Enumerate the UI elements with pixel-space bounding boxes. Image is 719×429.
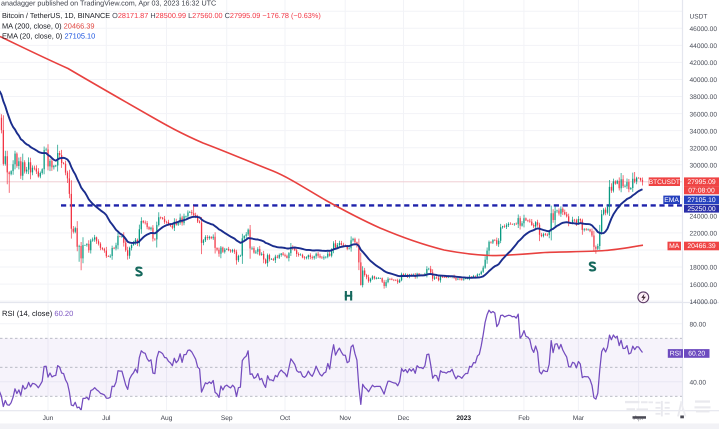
svg-text:24000.00: 24000.00 [690,214,718,221]
svg-text:USDT: USDT [690,14,708,21]
svg-text:Jul: Jul [102,415,111,422]
svg-text:30000.00: 30000.00 [690,162,718,169]
svg-text:RSI (14, close) 60.20: RSI (14, close) 60.20 [2,309,73,318]
svg-text:34000.00: 34000.00 [690,128,718,135]
svg-text:RSI: RSI [670,351,681,358]
svg-text:Dec: Dec [398,415,410,422]
svg-text:16000.00: 16000.00 [690,282,718,289]
svg-text:07:08:00: 07:08:00 [688,188,715,195]
svg-text:EMA (20, close, 0) 27105.10: EMA (20, close, 0) 27105.10 [2,31,95,40]
svg-text:Nov: Nov [339,415,351,422]
svg-text:EMA: EMA [664,197,679,204]
svg-text:40.00: 40.00 [690,380,707,387]
svg-text:20466.39: 20466.39 [687,243,716,250]
svg-text:Jun: Jun [43,415,54,422]
svg-text:Sep: Sep [221,415,233,422]
svg-text:Aug: Aug [161,415,173,422]
svg-text:Oct: Oct [280,415,290,422]
svg-text:42000.00: 42000.00 [690,60,718,67]
svg-text:14000.00: 14000.00 [690,299,718,306]
svg-text:BTCUSDT: BTCUSDT [649,179,680,186]
svg-text:40000.00: 40000.00 [690,77,718,84]
svg-text:anadagger published on Trading: anadagger published on TradingView.com, … [1,0,216,8]
svg-text:2023: 2023 [456,415,471,422]
svg-text:44000.00: 44000.00 [690,43,718,50]
svg-text:25250.00: 25250.00 [687,206,716,213]
svg-text:MA: MA [669,243,680,250]
svg-text:Mar: Mar [573,415,585,422]
svg-text:60.20: 60.20 [688,351,705,358]
svg-text:36000.00: 36000.00 [690,111,718,118]
svg-text:Bitcoin / TetherUS, 1D, BINANC: Bitcoin / TetherUS, 1D, BINANCE O28171.8… [2,11,321,20]
svg-text:Feb: Feb [518,415,530,422]
svg-text:18000.00: 18000.00 [690,265,718,272]
svg-text:MA (200, close, 0) 20466.39: MA (200, close, 0) 20466.39 [2,22,94,31]
svg-text:22000.00: 22000.00 [690,231,718,238]
svg-text:46000.00: 46000.00 [690,26,718,33]
svg-text:38000.00: 38000.00 [690,94,718,101]
svg-text:27105.10: 27105.10 [687,197,716,204]
svg-text:27995.09: 27995.09 [687,179,716,186]
svg-text:32000.00: 32000.00 [690,145,718,152]
svg-text:80.00: 80.00 [690,322,707,329]
